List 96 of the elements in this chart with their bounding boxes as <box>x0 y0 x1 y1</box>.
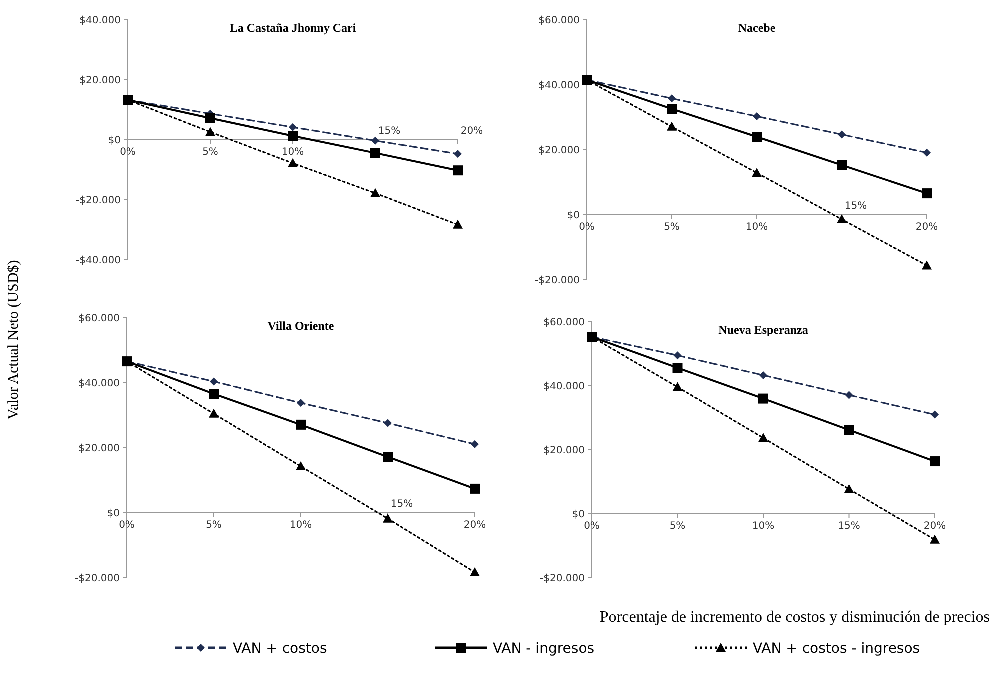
x-tick-label: 10% <box>746 222 768 233</box>
y-tick-label: -$20.000 <box>535 276 580 286</box>
y-tick-label: $60.000 <box>544 318 585 328</box>
y-tick-label: -$40.000 <box>76 256 121 266</box>
chart-title: Nacebe <box>738 21 776 35</box>
x-tick-label: 20% <box>464 520 486 531</box>
point <box>296 420 306 430</box>
point <box>758 394 768 404</box>
y-tick-label: $0 <box>108 136 121 146</box>
point <box>206 127 216 136</box>
y-tick-label: $20.000 <box>78 444 120 454</box>
point <box>453 166 463 176</box>
point <box>752 132 762 142</box>
point <box>370 148 380 158</box>
point <box>667 104 677 114</box>
point <box>672 363 683 374</box>
y-tick-label: -$20.000 <box>75 574 120 584</box>
point <box>674 352 682 360</box>
point <box>372 136 380 145</box>
point <box>752 168 762 178</box>
x-tick-label: 20% <box>916 222 938 233</box>
point <box>753 112 761 121</box>
point <box>370 188 380 198</box>
point <box>206 113 216 124</box>
point <box>288 131 298 142</box>
x-tick-label: 0% <box>579 222 595 233</box>
point <box>297 399 305 408</box>
point <box>471 440 479 448</box>
chart-title: La Castaña Jhonny Cari <box>230 21 357 35</box>
point <box>923 148 931 157</box>
chart-title: Villa Oriente <box>268 319 335 333</box>
point <box>667 122 677 131</box>
point <box>470 567 480 576</box>
legend-label: VAN + costos - ingresos <box>753 640 920 657</box>
point <box>210 378 218 386</box>
point <box>453 220 463 229</box>
x-tick-label: 20% <box>924 521 946 532</box>
point <box>209 389 219 400</box>
point <box>844 425 854 436</box>
point <box>930 534 940 544</box>
x-tick-label: 5% <box>202 147 218 158</box>
y-tick-label: $0 <box>572 510 585 520</box>
x-tick-label: 20% <box>460 126 484 137</box>
point <box>838 130 846 139</box>
x-tick-label: 0% <box>119 520 135 531</box>
x-tick-label: 5% <box>206 520 222 531</box>
point <box>209 408 219 418</box>
y-tick-label: $0 <box>567 210 580 222</box>
point <box>931 410 939 419</box>
y-axis-title: Valor Actual Neto (USD$) <box>6 260 22 420</box>
point <box>668 94 676 103</box>
point <box>760 371 768 380</box>
y-tick-label: $60.000 <box>538 16 580 26</box>
y-tick-label: $40.000 <box>538 80 580 92</box>
point <box>384 419 392 428</box>
x-tick-label: 15% <box>844 201 868 212</box>
y-tick-label: $60.000 <box>78 314 120 324</box>
x-tick-label: 5% <box>670 521 686 532</box>
chart-title: Nueva Esperanza <box>718 323 808 337</box>
x-tick-label: 0% <box>584 521 600 532</box>
x-tick-label: 10% <box>290 520 312 531</box>
point <box>837 160 847 170</box>
x-tick-label: 15% <box>378 126 401 137</box>
y-tick-label: $40.000 <box>80 16 121 26</box>
point <box>288 158 298 168</box>
x-tick-label: 5% <box>664 222 680 233</box>
x-tick-label: 10% <box>752 521 775 532</box>
y-tick-label: $0 <box>107 508 120 520</box>
point <box>289 123 297 132</box>
point <box>470 484 480 494</box>
point <box>930 456 940 467</box>
point <box>922 188 932 199</box>
point <box>672 382 683 392</box>
point <box>844 484 854 494</box>
point <box>383 514 393 523</box>
point <box>845 391 854 400</box>
y-tick-label: $20.000 <box>80 76 121 86</box>
x-tick-label: 15% <box>390 499 414 510</box>
legend-label: VAN - ingresos <box>493 640 595 657</box>
y-tick-label: $20.000 <box>538 146 580 156</box>
point <box>383 452 393 462</box>
x-tick-label: 15% <box>838 521 860 532</box>
point <box>758 433 768 442</box>
point <box>922 260 932 270</box>
y-tick-label: -$20.000 <box>76 196 121 206</box>
y-tick-label: -$20.000 <box>540 574 585 584</box>
point <box>296 462 306 471</box>
x-tick-label: 10% <box>282 147 304 158</box>
legend-label: VAN + costos <box>233 640 328 657</box>
y-tick-label: $40.000 <box>544 382 585 392</box>
point <box>454 150 462 158</box>
x-axis-title: Porcentaje de incremento de costos y disminución de precios <box>600 609 990 626</box>
y-tick-label: $40.000 <box>78 378 120 390</box>
x-tick-label: 0% <box>120 147 136 158</box>
point <box>837 214 847 224</box>
y-tick-label: $20.000 <box>544 446 585 456</box>
